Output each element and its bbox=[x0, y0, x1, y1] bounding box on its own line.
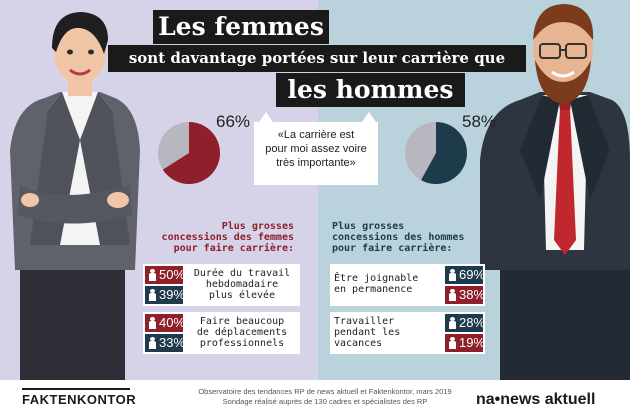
man-icon bbox=[149, 289, 156, 301]
women-subtitle-line: concessions des femmes bbox=[161, 232, 294, 243]
card-label-line: hebdomadaire bbox=[205, 279, 279, 290]
men-badge: 69% bbox=[445, 266, 486, 284]
men-card-1: Être joignable en permanence 69% 38% bbox=[330, 264, 485, 306]
footer bbox=[0, 380, 630, 412]
card-label-line: en permanence bbox=[334, 284, 413, 295]
woman-icon bbox=[149, 317, 156, 329]
title-line-3: les hommes bbox=[276, 73, 465, 107]
men-badge: 39% bbox=[145, 286, 186, 304]
women-badge: 40% bbox=[145, 314, 186, 332]
women-card-1: 50% 39% Durée du travail hebdomadaire pl… bbox=[143, 264, 300, 306]
badge-value: 19% bbox=[459, 335, 486, 350]
man-icon bbox=[449, 317, 456, 329]
men-card-2: Travailler pendant les vacances 28% 19% bbox=[330, 312, 485, 354]
men-subtitle: Plus grosses concessions des hommes pour… bbox=[332, 221, 492, 254]
title-line-2: sont davantage portées sur leur carrière… bbox=[108, 45, 526, 72]
quote-box: «La carrière est pour moi assez voire tr… bbox=[254, 122, 378, 185]
woman-icon bbox=[449, 337, 456, 349]
men-badge: 33% bbox=[145, 334, 186, 352]
quote-tip-left bbox=[259, 112, 273, 122]
news-aktuell-logo: na•news aktuell bbox=[476, 391, 596, 408]
card-label-line: plus élevée bbox=[208, 290, 276, 301]
card-label: Être joignable en permanence bbox=[334, 273, 434, 295]
quote-tip-right bbox=[362, 112, 376, 122]
quote-line: «La carrière est bbox=[277, 129, 355, 141]
women-badge: 50% bbox=[145, 266, 186, 284]
women-pie-value-slice bbox=[162, 122, 220, 184]
faktenkontor-logo-bar bbox=[22, 388, 130, 390]
source-note: Observatoire des tendances RP de news ak… bbox=[196, 387, 454, 407]
women-card-2: 40% 33% Faire beaucoup de déplacements p… bbox=[143, 312, 300, 354]
women-badge: 19% bbox=[445, 334, 486, 352]
woman-icon bbox=[449, 289, 456, 301]
men-percent: 58% bbox=[462, 112, 497, 131]
card-label-line: Être joignable bbox=[334, 273, 419, 284]
women-badge: 38% bbox=[445, 286, 486, 304]
badge-value: 69% bbox=[459, 267, 486, 282]
card-label-line: Durée du travail bbox=[193, 268, 291, 279]
faktenkontor-logo: FAKTENKONTOR bbox=[22, 392, 137, 407]
source-line: Observatoire des tendances RP de news ak… bbox=[198, 387, 452, 396]
badge-value: 38% bbox=[459, 287, 486, 302]
card-label: Travailler pendant les vacances bbox=[334, 316, 434, 349]
women-subtitle-line: pour faire carrière: bbox=[173, 243, 294, 254]
woman-illustration bbox=[10, 12, 140, 380]
badge-value: 39% bbox=[159, 287, 186, 302]
title-line-1: Les femmes bbox=[153, 10, 329, 44]
card-label-line: Travailler bbox=[334, 316, 395, 327]
card-label-line: Faire beaucoup bbox=[199, 316, 285, 327]
badge-value: 28% bbox=[459, 315, 486, 330]
men-subtitle-line: concessions des hommes bbox=[332, 232, 465, 243]
badge-value: 40% bbox=[159, 315, 186, 330]
men-badge: 28% bbox=[445, 314, 486, 332]
quote-line: pour moi assez voire bbox=[265, 143, 367, 155]
men-pie-value-slice bbox=[421, 122, 467, 184]
badge-value: 50% bbox=[159, 267, 186, 282]
women-pie-chart bbox=[158, 122, 220, 184]
men-subtitle-line: Plus grosses bbox=[332, 221, 405, 232]
card-label: Faire beaucoup de déplacements professio… bbox=[187, 316, 297, 349]
man-illustration bbox=[480, 4, 630, 380]
card-label-line: professionnels bbox=[199, 338, 285, 349]
card-label-line: vacances bbox=[334, 338, 383, 349]
man-icon bbox=[149, 337, 156, 349]
quote-line: très importante» bbox=[276, 157, 356, 169]
card-label-line: de déplacements bbox=[196, 327, 288, 338]
badge-value: 33% bbox=[159, 335, 186, 350]
women-subtitle: Plus grosses concessions des femmes pour… bbox=[134, 221, 294, 254]
men-pie-chart bbox=[405, 122, 467, 184]
source-line: Sondage réalisé auprès de 130 cadres et … bbox=[222, 397, 428, 406]
man-icon bbox=[449, 269, 456, 281]
woman-icon bbox=[149, 269, 156, 281]
men-subtitle-line: pour faire carrière: bbox=[332, 243, 453, 254]
card-label: Durée du travail hebdomadaire plus élevé… bbox=[187, 268, 297, 301]
card-label-line: pendant les bbox=[334, 327, 401, 338]
women-subtitle-line: Plus grosses bbox=[221, 221, 294, 232]
women-percent: 66% bbox=[216, 112, 251, 131]
